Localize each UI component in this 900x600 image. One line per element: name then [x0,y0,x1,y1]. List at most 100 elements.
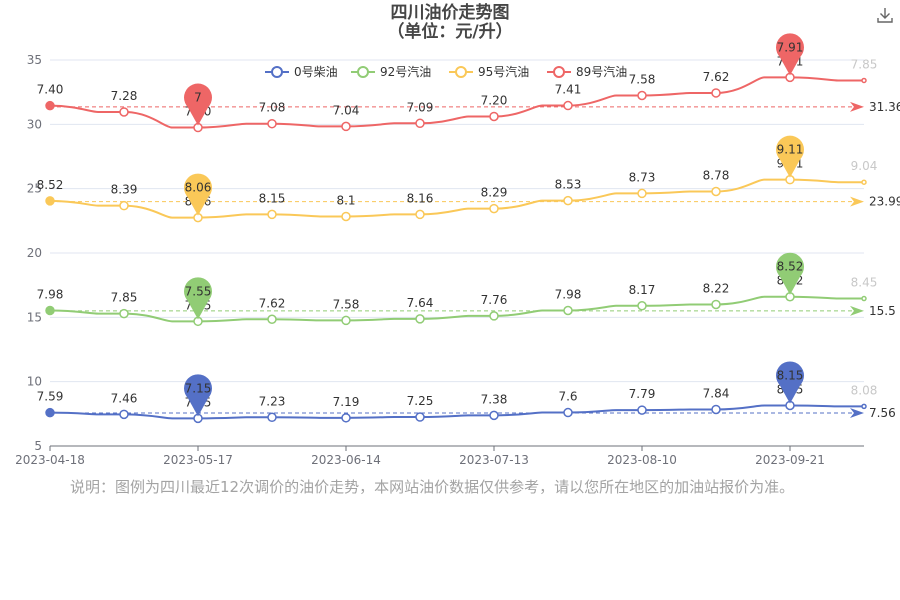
data-point [45,100,55,111]
data-label: 7.79 [629,387,656,401]
data-point [489,410,499,421]
series-line [49,178,864,219]
data-point [341,315,351,326]
data-label: 8.45 [851,276,878,290]
data-point [341,211,351,222]
data-point [415,314,425,324]
data-point [563,407,573,418]
data-label: 7.28 [111,89,138,103]
data-point [489,311,499,321]
y-tick-label: 30 [27,117,42,131]
data-point [563,305,573,316]
data-label: 7.85 [111,291,138,305]
data-label: 7.19 [333,395,360,409]
avg-label: 15.5 [869,304,896,318]
data-label: 7.40 [37,83,64,97]
data-label: 7.98 [555,288,582,302]
data-label: 7.62 [703,70,730,84]
download-icon[interactable] [876,6,894,24]
data-label: 7.76 [481,293,508,307]
data-point [341,121,351,132]
min-pin [184,83,212,112]
data-point [637,405,647,415]
avg-arrow [850,196,864,207]
x-tick-label: 2023-06-14 [311,453,381,467]
data-point [637,301,647,311]
line-chart: 5 10 15 20 25 30 35 2023-04-18 2023-05-17 2023-06… [15,33,900,467]
data-label: 7.04 [333,103,360,117]
data-point [563,100,573,111]
max-pin-tail [779,56,801,76]
chart-subtitle: （单位：元/升） [387,22,513,42]
max-pin-tail [779,158,801,178]
data-point [119,200,129,211]
max-pin-label: 9.11 [777,143,804,157]
max-pin [776,252,804,281]
data-point [267,118,277,129]
data-point [711,88,721,98]
data-point [415,118,425,129]
legend-label: 89号汽油 [576,64,627,79]
data-label: 8.1 [336,193,355,207]
x-tick-label: 2023-07-13 [459,453,529,467]
min-pin [184,374,212,403]
data-point [563,195,573,206]
min-pin-tail [187,397,209,417]
data-label: 7.09 [407,100,434,114]
data-label: 8.15 [259,191,286,205]
series-line [49,295,864,323]
max-pin [776,33,804,62]
series-line [49,76,864,129]
max-pin-label: 8.52 [777,260,804,274]
data-point [267,412,277,423]
min-pin [184,173,212,202]
legend-label: 95号汽油 [478,64,529,79]
data-point [267,314,277,325]
max-pin-tail [779,275,801,295]
data-label: 8.53 [555,178,582,192]
data-point [45,305,55,316]
data-label: 8.22 [703,281,730,295]
data-label: 7.20 [481,93,508,107]
data-point [711,186,721,197]
data-point [45,196,55,206]
data-label: 7.25 [407,394,434,408]
data-label: 7.23 [259,394,286,408]
data-label: 8.78 [703,168,730,182]
data-label: 8.73 [629,170,656,184]
data-label: 7.46 [111,391,138,405]
data-label: 7.58 [333,297,360,311]
data-label: 7.41 [555,83,582,97]
data-point [861,77,867,84]
legend-marker [357,66,369,78]
data-point [637,90,647,101]
min-pin-label: 7.55 [185,284,212,298]
data-label: 7.38 [481,392,508,406]
max-pin-label: 7.91 [777,40,804,54]
data-point [861,403,867,410]
data-label: 7.58 [629,73,656,87]
data-point [119,409,129,420]
avg-arrow [850,101,864,112]
legend-marker [455,66,467,78]
legend-label: 0号柴油 [294,65,338,79]
data-point [119,107,129,117]
data-point [415,209,425,220]
avg-arrow [850,305,864,316]
data-label: 8.08 [851,383,878,397]
max-pin [776,135,804,164]
data-point [119,308,129,319]
data-label: 8.16 [407,191,434,205]
series-line [49,404,864,420]
legend-marker [553,66,565,78]
max-pin [776,361,804,390]
x-tick-label: 2023-09-21 [755,453,825,467]
data-point [711,299,721,310]
y-tick-label: 25 [27,182,42,196]
avg-label: 7.56 [869,406,896,420]
data-point [267,209,277,220]
data-label: 9.04 [851,159,878,173]
legend-marker [271,66,283,78]
y-tick-label: 20 [27,246,42,260]
data-point [861,295,867,302]
